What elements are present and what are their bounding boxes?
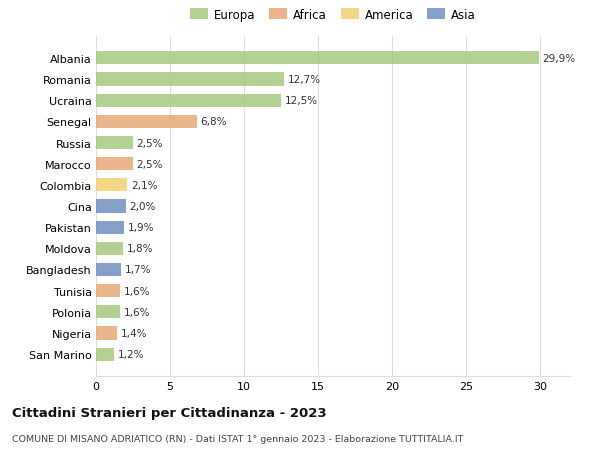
Text: Cittadini Stranieri per Cittadinanza - 2023: Cittadini Stranieri per Cittadinanza - 2… — [12, 406, 326, 419]
Bar — [96, 158, 133, 171]
Legend: Europa, Africa, America, Asia: Europa, Africa, America, Asia — [188, 6, 478, 24]
Text: 1,9%: 1,9% — [128, 223, 154, 233]
Text: 29,9%: 29,9% — [542, 54, 576, 64]
Bar — [96, 263, 121, 276]
Bar — [96, 73, 284, 86]
Text: 2,0%: 2,0% — [130, 202, 156, 212]
Text: 2,5%: 2,5% — [137, 159, 163, 169]
Bar — [96, 306, 120, 319]
Bar — [96, 116, 197, 129]
Bar — [96, 327, 117, 340]
Text: 1,8%: 1,8% — [127, 244, 153, 254]
Bar — [96, 179, 127, 192]
Text: 1,6%: 1,6% — [124, 307, 150, 317]
Text: 1,4%: 1,4% — [121, 328, 147, 338]
Text: 12,7%: 12,7% — [288, 75, 321, 85]
Text: 2,1%: 2,1% — [131, 180, 157, 190]
Bar — [96, 137, 133, 150]
Bar — [96, 200, 125, 213]
Bar — [96, 95, 281, 107]
Text: 1,7%: 1,7% — [125, 265, 151, 275]
Bar — [96, 242, 122, 255]
Bar — [96, 285, 120, 297]
Text: 12,5%: 12,5% — [285, 96, 318, 106]
Bar — [96, 52, 539, 65]
Bar — [96, 348, 114, 361]
Text: COMUNE DI MISANO ADRIATICO (RN) - Dati ISTAT 1° gennaio 2023 - Elaborazione TUTT: COMUNE DI MISANO ADRIATICO (RN) - Dati I… — [12, 434, 463, 443]
Text: 6,8%: 6,8% — [200, 117, 227, 127]
Text: 1,6%: 1,6% — [124, 286, 150, 296]
Text: 2,5%: 2,5% — [137, 138, 163, 148]
Bar — [96, 221, 124, 234]
Text: 1,2%: 1,2% — [118, 349, 144, 359]
